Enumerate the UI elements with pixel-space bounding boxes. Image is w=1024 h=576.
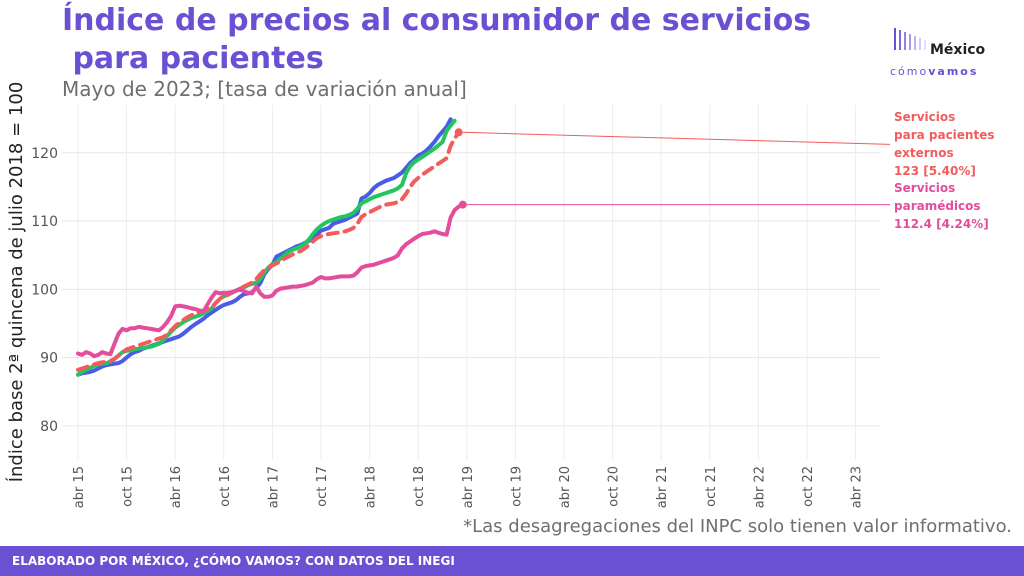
y-tick-label: 100 xyxy=(31,282,58,298)
x-tick-label: oct 19 xyxy=(509,466,524,507)
chart-title-line1: Índice de precios al consumidor de servi… xyxy=(62,3,812,38)
y-axis-label: Índice base 2ª quincena de julio 2018 = … xyxy=(5,82,27,483)
chart-title-line2: para pacientes xyxy=(62,41,324,76)
logo-bars-icon xyxy=(894,28,926,50)
x-tick-label: abr 16 xyxy=(169,466,184,508)
y-tick-label: 110 xyxy=(31,214,58,230)
x-tick-label: abr 22 xyxy=(752,466,767,508)
annotation-label-line: Servicios xyxy=(894,181,955,195)
annotation-label-line: Servicios xyxy=(894,110,955,124)
series-end-marker xyxy=(454,128,463,137)
annotation-connector xyxy=(462,131,891,145)
x-tick-label: abr 17 xyxy=(266,466,281,508)
annotation-label-line: 123 [5.40%] xyxy=(894,164,976,178)
x-tick-label: oct 15 xyxy=(121,466,136,507)
x-tick-label: abr 21 xyxy=(655,466,670,508)
y-tick-label: 90 xyxy=(40,351,58,367)
chart-subtitle: Mayo de 2023; [tasa de variación anual] xyxy=(62,77,467,101)
x-tick-label: abr 19 xyxy=(461,466,476,508)
series-line-3 xyxy=(76,202,465,359)
series-line-2 xyxy=(76,130,461,372)
x-tick-label: abr 23 xyxy=(850,466,865,508)
x-tick-label: oct 20 xyxy=(607,466,622,507)
chart-title: Índice de precios al consumidor de servi… xyxy=(62,2,811,78)
annotation-label-line: externos xyxy=(894,146,954,160)
x-tick-label: oct 18 xyxy=(412,466,427,507)
y-tick-label: 80 xyxy=(40,419,58,435)
x-tick-label: oct 21 xyxy=(704,466,719,507)
series-end-marker xyxy=(458,200,467,209)
annotation-label-line: 112.4 [4.24%] xyxy=(894,217,989,231)
x-tick-label: abr 20 xyxy=(558,466,573,508)
line-chart: 80 90 100 110 120 abr 15 oct 15 abr 16 oct 16 abr… xyxy=(5,82,995,509)
x-tick-label: oct 17 xyxy=(315,466,330,507)
logo-sub-light: cómo xyxy=(890,65,929,78)
x-tick-label: abr 18 xyxy=(364,466,379,508)
logo-subtitle: cómovamos xyxy=(890,65,978,78)
footer-credit: ELABORADO POR MÉXICO, ¿CÓMO VAMOS? CON D… xyxy=(12,554,455,568)
y-tick-label: 120 xyxy=(31,146,58,162)
series-line-1 xyxy=(76,118,457,377)
series-line-0 xyxy=(76,117,453,377)
x-tick-label: oct 16 xyxy=(218,466,233,507)
logo-word: México xyxy=(930,42,986,58)
x-tick-label: abr 15 xyxy=(72,466,87,508)
annotation-label-line: paramédicos xyxy=(894,199,981,213)
mexico-como-vamos-logo: México cómovamos xyxy=(890,26,1010,84)
logo-sub-bold: vamos xyxy=(928,65,979,78)
annotation-label-line: para pacientes xyxy=(894,128,995,142)
x-tick-label: oct 22 xyxy=(801,466,816,507)
footer-bar: ELABORADO POR MÉXICO, ¿CÓMO VAMOS? CON D… xyxy=(0,546,1024,576)
footnote: *Las desagregaciones del INPC solo tiene… xyxy=(463,516,1012,537)
